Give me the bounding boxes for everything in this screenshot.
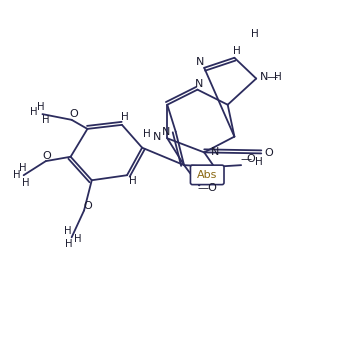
- Text: H: H: [64, 226, 71, 236]
- Text: H: H: [274, 72, 282, 82]
- Text: N: N: [162, 127, 171, 136]
- Text: O: O: [42, 151, 51, 161]
- Text: —: —: [266, 72, 277, 82]
- Text: H: H: [30, 108, 38, 118]
- Text: H: H: [37, 102, 45, 112]
- Text: H: H: [74, 234, 81, 244]
- Text: H: H: [251, 29, 259, 39]
- Text: H: H: [233, 46, 241, 56]
- Text: O: O: [264, 148, 273, 158]
- Text: N: N: [153, 132, 161, 142]
- Text: O: O: [69, 110, 78, 120]
- Text: O: O: [247, 154, 255, 164]
- Text: N: N: [196, 57, 204, 67]
- FancyBboxPatch shape: [190, 165, 224, 185]
- Text: H: H: [19, 163, 27, 173]
- Text: N: N: [211, 147, 219, 157]
- Text: H: H: [121, 113, 129, 122]
- Text: H: H: [255, 157, 262, 167]
- Text: H: H: [65, 239, 73, 249]
- Text: H: H: [143, 129, 150, 139]
- Text: —: —: [240, 154, 252, 164]
- Text: H: H: [129, 176, 137, 186]
- Text: H: H: [13, 170, 20, 180]
- Text: Abs: Abs: [197, 170, 218, 180]
- Text: N: N: [259, 72, 268, 82]
- Text: H: H: [22, 178, 29, 188]
- Text: O: O: [84, 201, 93, 211]
- Text: H: H: [42, 115, 49, 125]
- Text: —O: —O: [198, 183, 218, 193]
- Text: N: N: [195, 79, 203, 89]
